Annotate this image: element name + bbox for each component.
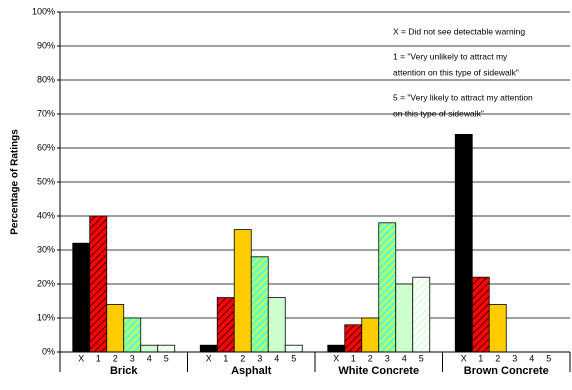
x-sub-label: 1	[223, 353, 228, 363]
bar	[250, 256, 269, 353]
y-tick-label: 40%	[37, 210, 55, 220]
bar	[199, 344, 218, 353]
x-group-label: Brown Concrete	[464, 365, 549, 377]
x-sub-label: 4	[529, 353, 534, 363]
bar	[216, 297, 235, 353]
x-sub-label: X	[461, 353, 467, 363]
y-tick-label: 100%	[32, 6, 55, 16]
annotation: X = Did not see detectable warning	[393, 26, 525, 36]
x-sub-label: 3	[130, 353, 135, 363]
bar	[284, 344, 303, 353]
bar	[454, 133, 473, 353]
y-tick-label: 50%	[37, 176, 55, 186]
bar	[361, 317, 380, 353]
bar	[89, 215, 108, 353]
y-tick-label: 20%	[37, 278, 55, 288]
x-sub-label: 3	[512, 353, 517, 363]
y-tick-label: 90%	[37, 40, 55, 50]
annotation: on this type of sidewalk"	[393, 108, 484, 118]
annotation: 5 = "Very likely to attract my attention	[393, 92, 533, 102]
x-sub-label: 4	[147, 353, 152, 363]
y-tick-label: 60%	[37, 142, 55, 152]
x-sub-label: X	[78, 353, 84, 363]
bar	[471, 276, 490, 353]
bar	[395, 283, 414, 353]
y-tick-label: 10%	[37, 312, 55, 322]
x-sub-label: 1	[478, 353, 483, 363]
annotation: 1 = "Very unlikely to attract my	[393, 51, 508, 61]
x-sub-label: 4	[274, 353, 279, 363]
x-group-label: Asphalt	[231, 365, 272, 377]
bar	[123, 317, 142, 353]
x-sub-label: 1	[96, 353, 101, 363]
bar	[233, 229, 252, 353]
bar	[412, 276, 431, 353]
bar	[106, 303, 125, 353]
bar	[267, 297, 286, 353]
x-sub-label: 5	[291, 353, 296, 363]
x-group-label: White Concrete	[338, 365, 419, 377]
bar	[72, 242, 91, 353]
y-axis-title: Percentage of Ratings	[10, 129, 21, 235]
bar	[157, 344, 176, 353]
bar	[488, 303, 507, 353]
x-sub-label: 5	[419, 353, 424, 363]
x-group-label: Brick	[110, 365, 138, 377]
y-tick-label: 0%	[42, 346, 55, 356]
annotation: attention on this type of sidewalk"	[393, 67, 519, 77]
x-sub-label: 5	[164, 353, 169, 363]
bar	[344, 324, 363, 353]
y-tick-label: 70%	[37, 108, 55, 118]
x-sub-label: 3	[385, 353, 390, 363]
x-sub-label: 1	[351, 353, 356, 363]
x-sub-label: 5	[546, 353, 551, 363]
x-sub-label: 2	[113, 353, 118, 363]
x-sub-label: 4	[402, 353, 407, 363]
bar	[378, 222, 397, 353]
y-tick-label: 80%	[37, 74, 55, 84]
x-sub-label: 2	[240, 353, 245, 363]
x-sub-label: 2	[495, 353, 500, 363]
x-sub-label: 3	[257, 353, 262, 363]
x-sub-label: X	[206, 353, 212, 363]
bar	[140, 344, 159, 353]
y-tick-label: 30%	[37, 244, 55, 254]
bar	[327, 344, 346, 353]
x-sub-label: 2	[368, 353, 373, 363]
x-sub-label: X	[333, 353, 339, 363]
